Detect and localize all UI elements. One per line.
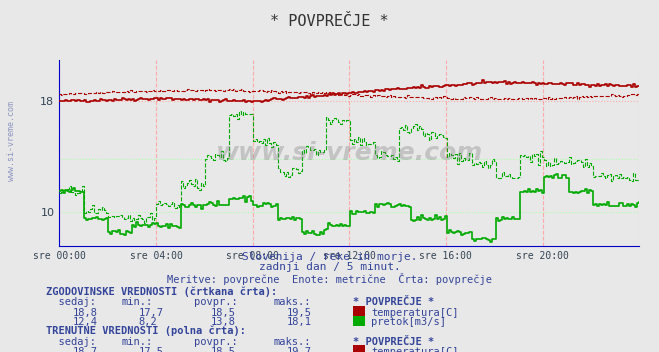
Text: ZGODOVINSKE VREDNOSTI (črtkana črta):: ZGODOVINSKE VREDNOSTI (črtkana črta): (46, 287, 277, 297)
Text: 19,5: 19,5 (287, 308, 312, 318)
Text: 18,5: 18,5 (211, 308, 236, 318)
Text: 18,7: 18,7 (72, 347, 98, 352)
Text: 12,4: 12,4 (72, 317, 98, 327)
Text: www.si-vreme.com: www.si-vreme.com (215, 141, 483, 165)
Text: TRENUTNE VREDNOSTI (polna črta):: TRENUTNE VREDNOSTI (polna črta): (46, 326, 246, 337)
Text: 18,1: 18,1 (287, 317, 312, 327)
Text: www.si-vreme.com: www.si-vreme.com (7, 101, 16, 181)
Text: povpr.:: povpr.: (194, 297, 238, 307)
Text: povpr.:: povpr.: (194, 337, 238, 346)
Text: 19,7: 19,7 (287, 347, 312, 352)
Text: temperatura[C]: temperatura[C] (371, 347, 459, 352)
Text: 18,8: 18,8 (72, 308, 98, 318)
Text: 18,5: 18,5 (211, 347, 236, 352)
Text: 8,2: 8,2 (138, 317, 157, 327)
Text: 13,8: 13,8 (211, 317, 236, 327)
Text: 17,7: 17,7 (138, 308, 163, 318)
Text: maks.:: maks.: (273, 297, 311, 307)
Text: Slovenija / reke in morje.: Slovenija / reke in morje. (242, 252, 417, 262)
Text: temperatura[C]: temperatura[C] (371, 308, 459, 318)
Text: * POVPREČJE *: * POVPREČJE * (353, 337, 434, 346)
Text: sedaj:: sedaj: (46, 297, 96, 307)
Text: 17,5: 17,5 (138, 347, 163, 352)
Text: zadnji dan / 5 minut.: zadnji dan / 5 minut. (258, 262, 401, 272)
Text: maks.:: maks.: (273, 337, 311, 346)
Text: min.:: min.: (122, 297, 153, 307)
Text: * POVPREČJE *: * POVPREČJE * (270, 14, 389, 29)
Text: Meritve: povprečne  Enote: metrične  Črta: povprečje: Meritve: povprečne Enote: metrične Črta:… (167, 273, 492, 285)
Text: sedaj:: sedaj: (46, 337, 96, 346)
Text: pretok[m3/s]: pretok[m3/s] (371, 317, 446, 327)
Text: min.:: min.: (122, 337, 153, 346)
Text: * POVPREČJE *: * POVPREČJE * (353, 297, 434, 307)
